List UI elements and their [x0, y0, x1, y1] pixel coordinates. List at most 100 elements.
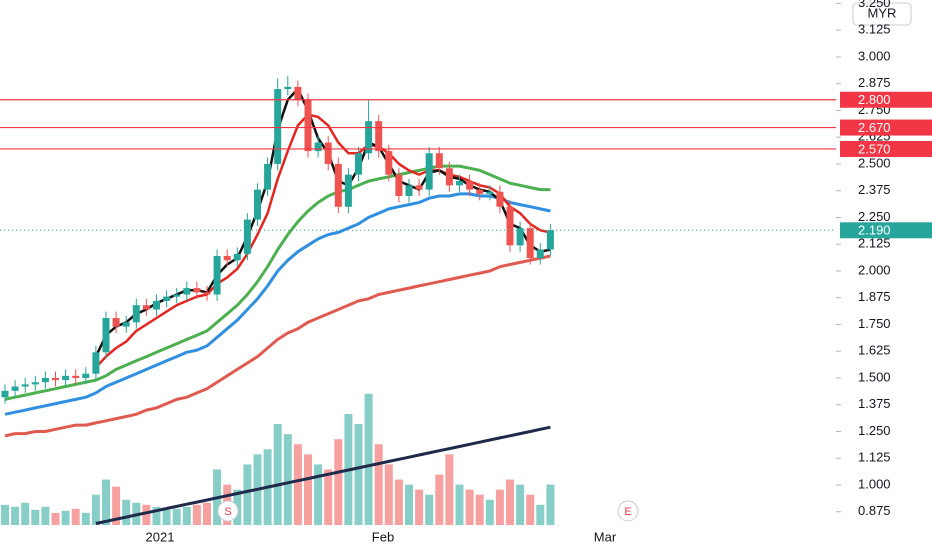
volume-bar — [334, 439, 343, 525]
volume-bar — [162, 509, 171, 525]
volume-bar — [142, 504, 151, 525]
level-label: 2.800 — [858, 92, 891, 107]
candle-body — [31, 382, 39, 385]
y-tick-label: 2.125 — [858, 236, 891, 251]
y-tick-label: 1.250 — [858, 423, 891, 438]
candle-body — [294, 86, 302, 100]
volume-bar — [425, 494, 434, 525]
candle-body — [496, 191, 504, 207]
candle-body — [284, 86, 292, 90]
candle-body — [476, 189, 484, 194]
candle-body — [385, 151, 393, 175]
y-tick-label: 3.250 — [858, 0, 891, 10]
candle-body — [516, 228, 524, 246]
volume-bar — [71, 508, 80, 525]
candle-body — [193, 288, 201, 293]
candle-body — [254, 189, 261, 220]
candle-body — [213, 255, 221, 295]
level-tag — [840, 119, 932, 136]
y-tick-label: 1.875 — [858, 289, 891, 304]
y-tick-label: 2.875 — [858, 75, 891, 90]
currency-box — [852, 2, 912, 26]
volume-bar — [91, 494, 100, 525]
candle-body — [21, 384, 29, 387]
volume-bar — [314, 464, 323, 525]
candle-body — [122, 322, 130, 327]
candle-body — [405, 185, 413, 197]
y-tick-label: 1.375 — [858, 396, 891, 411]
candle-body — [445, 168, 453, 186]
volume-bar — [526, 494, 535, 525]
candle-body — [526, 228, 534, 259]
y-tick-label: 1.625 — [858, 343, 891, 358]
level-tag — [840, 91, 932, 108]
candle-body — [355, 153, 362, 175]
y-tick-label: 2.500 — [858, 155, 891, 170]
candle-body — [112, 318, 120, 327]
candle-body — [243, 219, 251, 254]
volume-bar — [192, 504, 201, 525]
candle-body — [82, 373, 90, 378]
candle-body — [435, 153, 443, 169]
volume-bar — [304, 454, 312, 525]
volume-bar — [506, 479, 514, 525]
volume-bar — [394, 479, 403, 525]
indicator-line — [4, 192, 551, 416]
volume-bar — [485, 499, 494, 525]
volume-bar — [465, 489, 474, 525]
volume-bar — [61, 510, 70, 525]
level-label: 2.570 — [858, 141, 891, 156]
y-tick-label: 1.000 — [858, 476, 891, 491]
candle-body — [102, 318, 110, 353]
volume-bar — [455, 484, 464, 525]
volume-bar — [283, 434, 292, 525]
x-tick-label: 2021 — [146, 529, 175, 544]
y-tick-label: 2.375 — [858, 182, 891, 197]
volume-bar — [475, 494, 484, 525]
candle-body — [132, 305, 140, 323]
volume-bar — [546, 484, 555, 525]
volume-bar — [516, 484, 525, 525]
y-tick-label: 0.875 — [858, 503, 891, 518]
volume-bar — [324, 469, 333, 525]
indicator-line — [4, 164, 551, 401]
y-tick-label: 1.750 — [858, 316, 891, 331]
candle-body — [425, 153, 433, 190]
event-marker — [617, 500, 639, 522]
candle-body — [395, 174, 403, 197]
candle-body — [334, 163, 342, 207]
y-tick-label: 1.500 — [858, 369, 891, 384]
candle-body — [233, 253, 241, 261]
candle-body — [324, 142, 332, 164]
y-tick-label: 2.000 — [858, 262, 891, 277]
event-marker-label: E — [624, 506, 631, 518]
candle-body — [153, 300, 160, 310]
candle-body — [142, 305, 150, 310]
volume-bar — [495, 489, 504, 525]
level-tag — [840, 140, 932, 157]
candle-body — [314, 142, 322, 152]
candle-body — [546, 230, 554, 250]
volume-bar — [1, 504, 9, 525]
candle-body — [183, 288, 191, 295]
indicator-line — [94, 87, 551, 358]
volume-bar — [21, 502, 30, 525]
y-tick-label: 2.250 — [858, 209, 891, 224]
candle-body — [365, 121, 373, 154]
candle-body — [506, 206, 514, 246]
candle-body — [92, 352, 100, 374]
volume-bar — [364, 393, 373, 525]
volume-bar — [273, 424, 282, 525]
level-label: 2.670 — [858, 120, 891, 135]
candle-body — [163, 296, 171, 301]
candle-body — [536, 249, 544, 259]
volume-bar — [31, 509, 40, 525]
x-tick-label: Mar — [594, 529, 617, 544]
volume-bar — [81, 512, 90, 525]
volume-bar — [415, 489, 424, 525]
volume-bar — [112, 486, 121, 525]
volume-bar — [536, 504, 545, 525]
x-tick-label: Feb — [372, 529, 394, 544]
volume-bar — [122, 499, 131, 525]
